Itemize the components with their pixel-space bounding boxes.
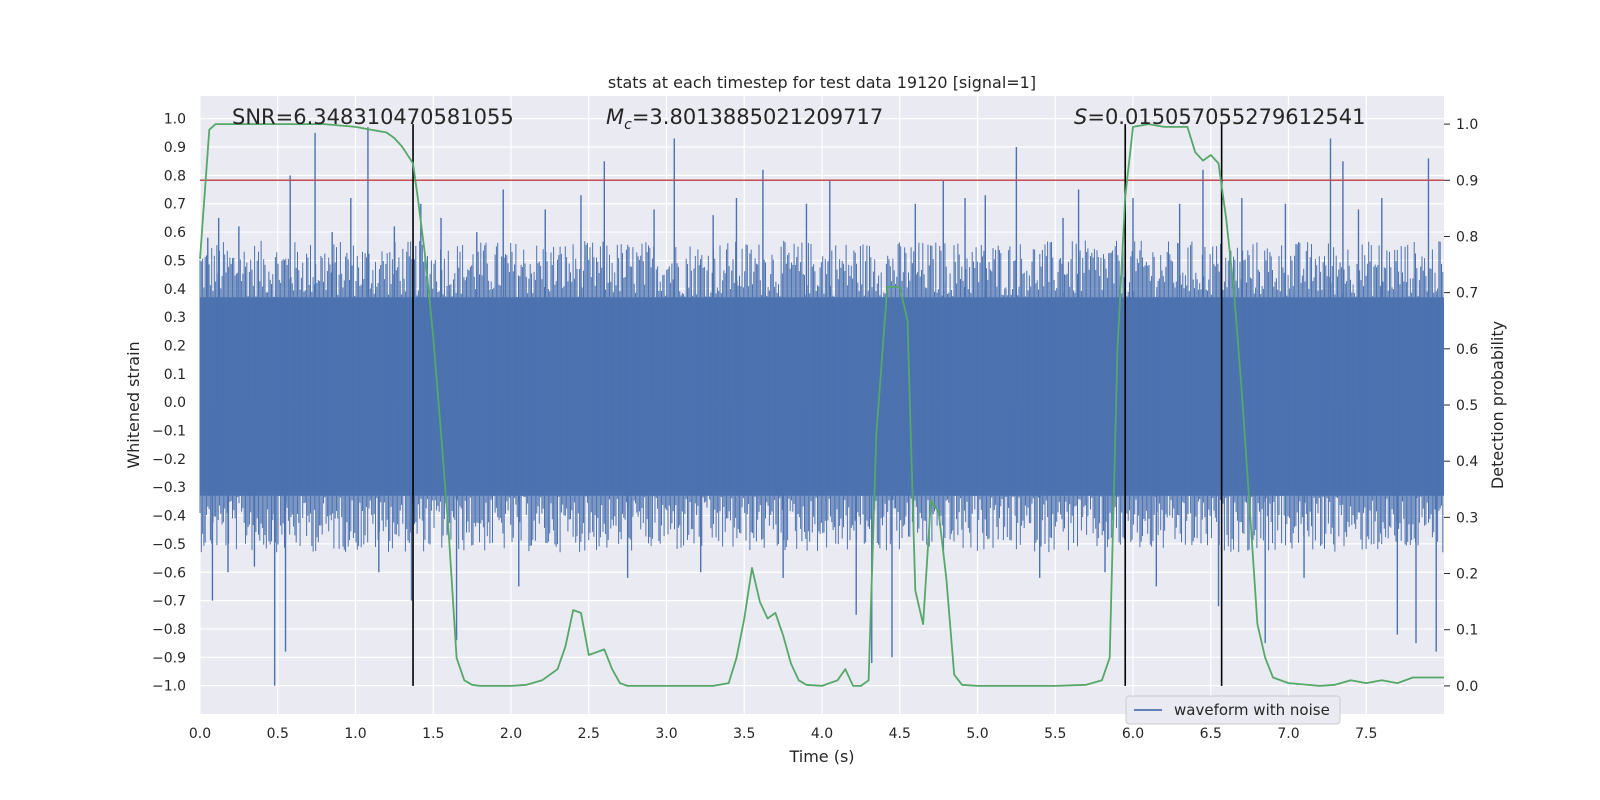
y-tick-label-left: 0.5 (164, 253, 186, 269)
y-tick-label-left: −0.1 (152, 424, 186, 440)
y-tick-label-right: 0.0 (1456, 679, 1478, 695)
mc-subscript: c (624, 117, 632, 133)
y-tick-label-right: 0.9 (1456, 173, 1478, 189)
y-tick-label-left: −0.2 (152, 452, 186, 468)
x-tick-label: 7.5 (1355, 726, 1377, 742)
x-axis-label: Time (s) (788, 747, 854, 766)
s-symbol: S (1074, 105, 1087, 129)
chart-title: stats at each timestep for test data 191… (608, 73, 1036, 92)
s-value: =0.015057055279612541 (1087, 105, 1365, 129)
mc-symbol: M (606, 105, 624, 129)
y-tick-label-left: 0.9 (164, 140, 186, 156)
overlay-lines (199, 123, 1444, 687)
s-annotation: S=0.015057055279612541 (1074, 105, 1365, 129)
y-tick-label-left: 1.0 (164, 112, 186, 128)
y-tick-label-left: 0.0 (164, 395, 186, 411)
x-tick-label: 0.0 (189, 726, 211, 742)
y-tick-label-left: −0.9 (152, 650, 186, 666)
y-tick-label-right: 0.7 (1456, 286, 1478, 302)
y-tick-label-left: −0.7 (152, 594, 186, 610)
legend: waveform with noise (1125, 695, 1341, 725)
x-tick-label: 2.0 (500, 726, 522, 742)
x-tick-label: 5.5 (1044, 726, 1066, 742)
y-tick-label-left: 0.8 (164, 168, 186, 184)
y-tick-label-left: −0.3 (152, 480, 186, 496)
y-tick-label-right: 0.4 (1456, 454, 1478, 470)
x-tick-label: 6.0 (1122, 726, 1144, 742)
detection-probability-line (199, 123, 1444, 687)
y-tick-label-left: 0.4 (164, 282, 186, 298)
y-tick-label-right: 1.0 (1456, 117, 1478, 133)
x-tick-label: 2.5 (578, 726, 600, 742)
x-tick-label: 1.0 (344, 726, 366, 742)
y-tick-label-left: −0.6 (152, 565, 186, 581)
x-tick-label: 5.0 (966, 726, 988, 742)
x-tick-label: 1.5 (422, 726, 444, 742)
y-tick-label-left: −0.8 (152, 622, 186, 638)
mc-annotation: Mc=3.8013885021209717 (606, 105, 883, 133)
mc-value: =3.8013885021209717 (632, 105, 883, 129)
y-tick-label-right: 0.5 (1456, 398, 1478, 414)
x-tick-label: 0.5 (267, 726, 289, 742)
snr-annotation: SNR=6.348310470581055 (232, 105, 514, 129)
y-axis-label-left: Whitened strain (124, 341, 143, 468)
x-tick-label: 7.0 (1277, 726, 1299, 742)
y-tick-label-left: −1.0 (152, 679, 186, 695)
axis-ticks: 0.0 0.5 1.0 1.5 2.0 2.5 3.0 3.5 4.0 4.5 5.0 5.5 6.0 6… (152, 112, 1478, 742)
y-tick-label-right: 0.6 (1456, 342, 1478, 358)
y-tick-label-left: −0.5 (152, 537, 186, 553)
x-tick-label: 3.5 (733, 726, 755, 742)
y-tick-label-left: −0.4 (152, 509, 186, 525)
y-tick-label-left: 0.3 (164, 310, 186, 326)
y-tick-label-left: 0.2 (164, 338, 186, 354)
legend-box (1125, 695, 1341, 725)
y-tick-label-left: 0.6 (164, 225, 186, 241)
y-tick-label-right: 0.2 (1456, 567, 1478, 583)
y-axis-label-right: Detection probability (1488, 321, 1507, 489)
y-tick-label-right: 0.3 (1456, 510, 1478, 526)
x-tick-label: 4.5 (889, 726, 911, 742)
x-tick-label: 4.0 (811, 726, 833, 742)
y-tick-label-right: 0.1 (1456, 623, 1478, 639)
y-tick-label-left: 0.1 (164, 367, 186, 383)
legend-label: waveform with noise (1174, 701, 1330, 719)
x-tick-label: 3.0 (655, 726, 677, 742)
x-tick-label: 6.5 (1200, 726, 1222, 742)
y-tick-label-left: 0.7 (164, 197, 186, 213)
y-tick-label-right: 0.8 (1456, 229, 1478, 245)
